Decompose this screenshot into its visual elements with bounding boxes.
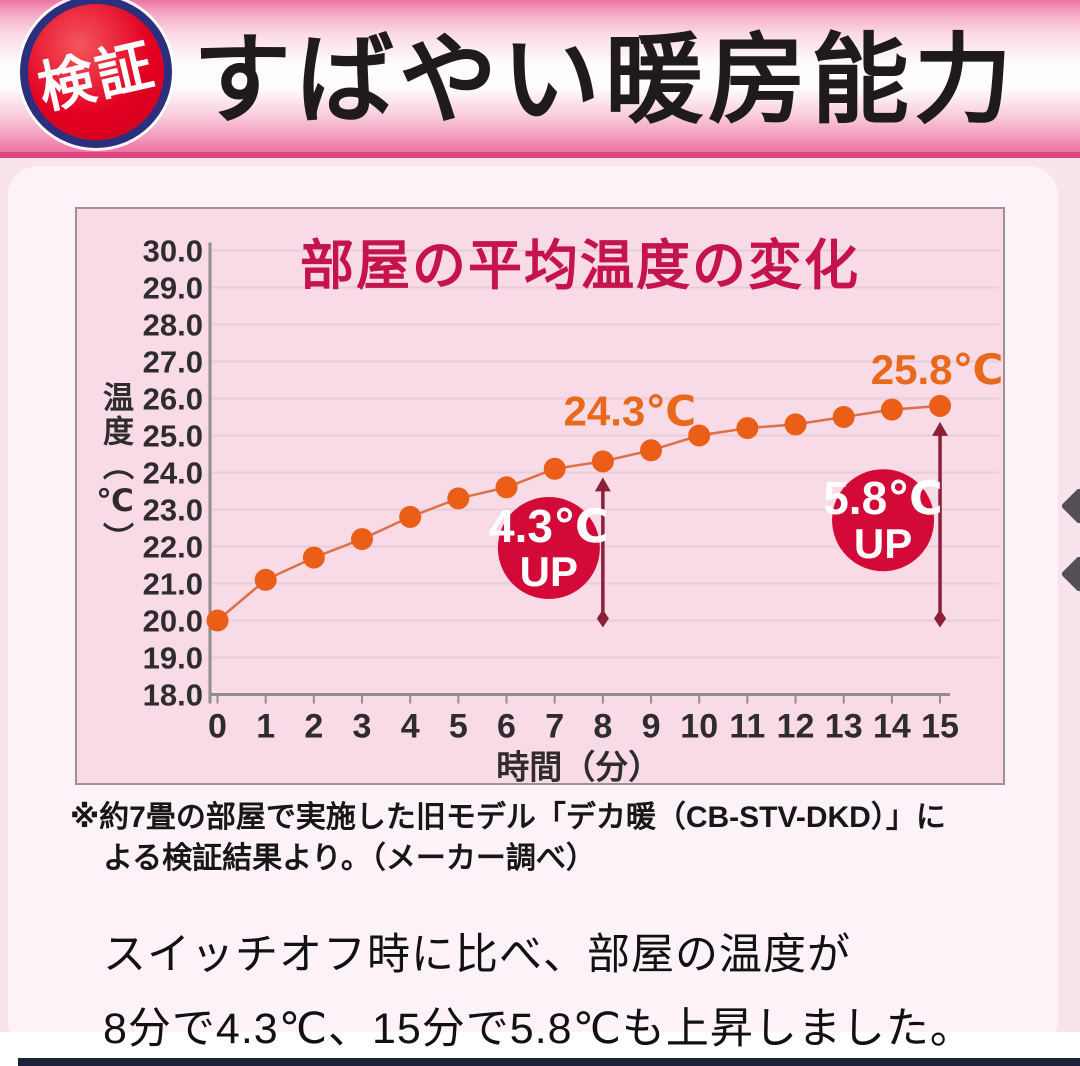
svg-text:0: 0 <box>208 708 227 746</box>
svg-text:10: 10 <box>680 708 718 746</box>
carousel-arrow-bottom-icon[interactable] <box>1060 555 1080 593</box>
chart-annotation: 24.3℃ <box>564 387 697 434</box>
footnote-line-2: よる検証結果より。（メーカー調べ） <box>103 842 596 875</box>
svg-text:8: 8 <box>593 708 612 746</box>
svg-text:23.0: 23.0 <box>143 493 203 528</box>
chart-title: 部屋の平均温度の変化 <box>300 236 860 296</box>
svg-text:UP: UP <box>854 520 912 567</box>
svg-text:5.8℃: 5.8℃ <box>823 472 943 524</box>
summary-line-1: スイッチオフ時に比べ、部屋の温度が <box>103 931 851 979</box>
chart-callout: 4.3℃UP <box>489 477 611 628</box>
svg-text:28.0: 28.0 <box>143 308 203 343</box>
svg-text:20.0: 20.0 <box>143 604 203 639</box>
svg-text:19.0: 19.0 <box>143 641 203 676</box>
temperature-line-chart: 18.019.020.021.022.023.024.025.026.027.0… <box>143 234 1003 784</box>
svg-text:26.0: 26.0 <box>143 382 203 417</box>
svg-text:21.0: 21.0 <box>143 567 203 602</box>
svg-text:7: 7 <box>545 708 564 746</box>
svg-text:29.0: 29.0 <box>143 271 203 306</box>
svg-text:18.0: 18.0 <box>143 678 203 713</box>
chart-data-points <box>206 394 952 632</box>
svg-text:UP: UP <box>520 548 578 595</box>
svg-text:27.0: 27.0 <box>143 345 203 380</box>
svg-text:3: 3 <box>353 708 372 746</box>
svg-text:12: 12 <box>777 708 815 746</box>
chart-annotation: 25.8℃ <box>871 346 1003 393</box>
chart-callout: 5.8℃UP <box>823 421 949 628</box>
bottom-divider <box>18 1058 1080 1066</box>
svg-text:6: 6 <box>497 708 516 746</box>
summary-text: スイッチオフ時に比べ、部屋の温度が 8分で4.3℃、15分で5.8℃も上昇しまし… <box>103 918 974 1066</box>
verification-badge-label: 検証 <box>32 31 162 120</box>
page-title: すばやい暖房能力 <box>193 24 1018 135</box>
svg-text:1: 1 <box>256 708 275 746</box>
chart-series-line <box>216 404 941 622</box>
svg-text:時間（分）: 時間（分） <box>496 749 661 784</box>
svg-text:14: 14 <box>873 708 911 746</box>
carousel-arrow-top-icon[interactable] <box>1060 487 1080 525</box>
footnote-line-1: ※約7畳の部屋で実施した旧モデル「デカ暖（CB-STV-DKD）」に <box>70 801 946 834</box>
svg-text:13: 13 <box>825 708 863 746</box>
y-axis-title: 温度（℃） <box>98 381 133 556</box>
svg-text:2: 2 <box>304 708 323 746</box>
svg-text:4.3℃: 4.3℃ <box>489 500 609 552</box>
svg-text:4: 4 <box>401 708 420 746</box>
svg-text:24.0: 24.0 <box>143 456 203 491</box>
svg-text:9: 9 <box>642 708 661 746</box>
svg-text:25.0: 25.0 <box>143 419 203 454</box>
header-banner: 検証 すばやい暖房能力 <box>0 0 1080 158</box>
svg-text:30.0: 30.0 <box>143 234 203 269</box>
svg-text:15: 15 <box>921 708 959 746</box>
svg-text:24.3℃: 24.3℃ <box>564 387 697 434</box>
footnote: ※約7畳の部屋で実施した旧モデル「デカ暖（CB-STV-DKD）」に よる検証結… <box>70 797 946 879</box>
chart-panel: 部屋の平均温度の変化 温度（℃） 18.0 19.0 20.0 21.0 22.0 23.… <box>75 207 1005 785</box>
svg-text:5: 5 <box>449 708 468 746</box>
svg-text:11: 11 <box>729 708 765 746</box>
chart-tick-labels: 18.019.020.021.022.023.024.025.026.027.0… <box>143 234 959 784</box>
verification-badge: 検証 <box>20 0 172 148</box>
svg-text:22.0: 22.0 <box>143 530 203 565</box>
svg-text:25.8℃: 25.8℃ <box>871 346 1003 393</box>
summary-line-2: 8分で4.3℃、15分で5.8℃も上昇しました。 <box>103 1005 974 1053</box>
